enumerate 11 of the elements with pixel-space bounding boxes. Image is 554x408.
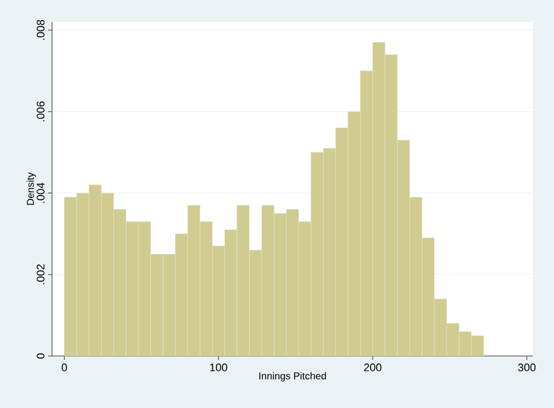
y-axis-title: Density xyxy=(26,172,36,205)
y-tick-label: .006 xyxy=(36,101,44,122)
y-tick-label: .004 xyxy=(36,182,44,203)
x-tick-label: 0 xyxy=(62,364,67,372)
y-tick-label: .008 xyxy=(36,20,44,40)
x-tick-label: 300 xyxy=(518,364,536,372)
x-tick-label: 100 xyxy=(210,364,228,372)
x-axis-title: Innings Pitched xyxy=(259,372,326,382)
x-tick-label: 200 xyxy=(364,364,382,372)
y-tick-label: .002 xyxy=(36,264,44,284)
y-tick-label: 0 xyxy=(36,353,44,359)
